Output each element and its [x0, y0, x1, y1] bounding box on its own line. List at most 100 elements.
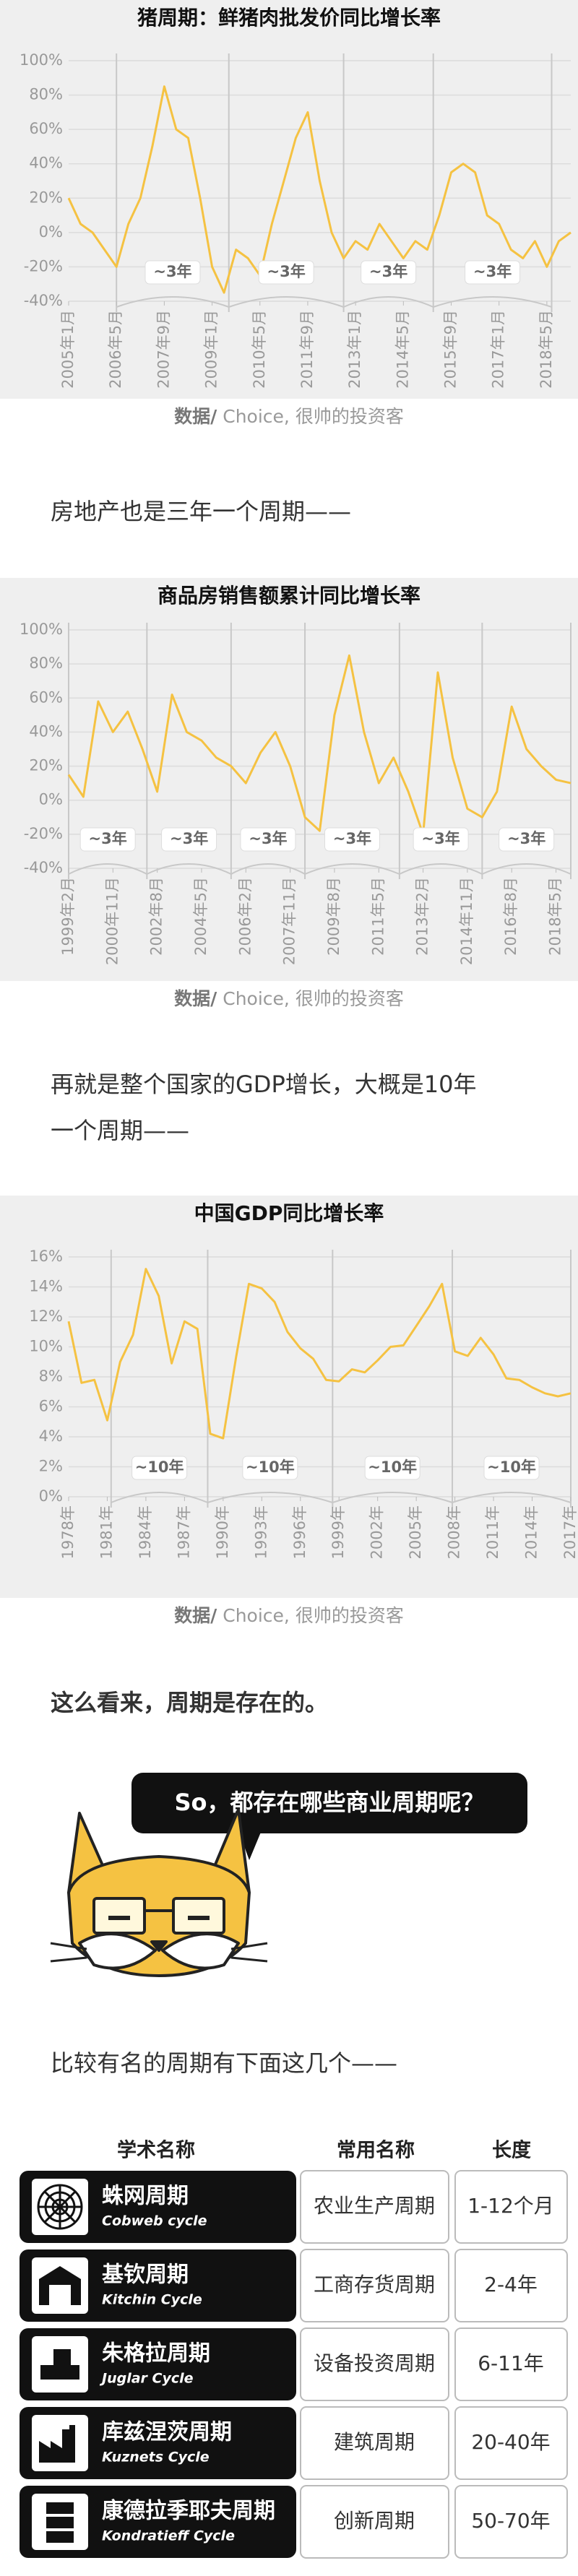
- annotation: ~3年: [170, 830, 208, 847]
- speech-bubble: [131, 1773, 527, 1833]
- x-tick-label: 2004年5月: [192, 877, 210, 956]
- common-name-cell: [300, 2406, 449, 2480]
- icon-factory: [39, 2425, 75, 2463]
- annotation-box: [465, 260, 521, 285]
- y-tick-label: -40%: [24, 859, 63, 876]
- x-tick-label: 2007年11月: [281, 877, 298, 965]
- x-tick-label: 1996年: [291, 1505, 309, 1559]
- x-tick-label: 2013年1月: [346, 310, 363, 389]
- academic-name-cell: [20, 2486, 296, 2558]
- common-name: 农业生产周期: [314, 2194, 435, 2218]
- x-tick-label: 2009年8月: [325, 877, 342, 956]
- length: 50-70年: [471, 2509, 550, 2533]
- x-tick-label: 2006年2月: [236, 877, 254, 956]
- source: 数据/ Choice, 很帅的投资客: [174, 1605, 404, 1626]
- x-tick-label: 2017年: [561, 1505, 578, 1559]
- y-tick-label: 14%: [29, 1278, 63, 1295]
- x-tick-label: 1999年2月: [59, 877, 77, 956]
- icon-server: [46, 2502, 74, 2514]
- x-tick-label: 2000年11月: [103, 877, 121, 965]
- bubble-text: So，都存在哪些商业周期呢？: [174, 1789, 484, 1816]
- x-tick-label: 2011年9月: [298, 310, 316, 389]
- english-name: Juglar Cycle: [99, 2371, 194, 2387]
- y-tick-label: 20%: [29, 757, 63, 774]
- cycle-arc: [116, 296, 230, 308]
- annotation: ~10年: [368, 1458, 417, 1476]
- english-name: Kondratieff Cycle: [102, 2528, 235, 2544]
- cycle-icon: [32, 2494, 88, 2550]
- y-tick-label: 60%: [29, 120, 63, 137]
- y-tick-label: 20%: [29, 189, 63, 206]
- series-line: [67, 654, 571, 836]
- y-tick-label: 40%: [29, 155, 63, 172]
- cycle-arc: [481, 863, 571, 875]
- annotation-box: [242, 1456, 298, 1480]
- annotation: ~3年: [473, 263, 512, 280]
- y-tick-label: 16%: [29, 1248, 63, 1265]
- x-tick-label: 2009年1月: [203, 310, 220, 389]
- y-tick-label: 10%: [29, 1338, 63, 1355]
- series-line: [67, 85, 571, 294]
- cycle-arc: [399, 863, 483, 875]
- length: 20-40年: [471, 2430, 550, 2454]
- y-tick-label: 0%: [39, 791, 63, 808]
- annotation: ~3年: [153, 263, 191, 280]
- annotation: ~10年: [487, 1458, 536, 1476]
- source-label: 数据/: [174, 406, 217, 427]
- length-cell: [454, 2485, 568, 2559]
- x-tick-label: 1999年: [329, 1505, 347, 1559]
- paragraph: 房地产也是三年一个周期——: [51, 498, 351, 525]
- academic-name: 康德拉季耶夫周期: [102, 2499, 275, 2524]
- length: 1-12个月: [467, 2194, 554, 2218]
- annotation: ~3年: [507, 830, 545, 847]
- english-name: Kuznets Cycle: [102, 2450, 210, 2465]
- cycle-arc: [332, 1492, 453, 1503]
- table-header: 长度: [492, 2139, 531, 2162]
- source: 数据/ Choice, 很帅的投资客: [174, 406, 404, 427]
- x-tick-label: 2005年: [407, 1505, 424, 1559]
- y-tick-label: 4%: [39, 1427, 63, 1445]
- length: 6-11年: [478, 2351, 544, 2375]
- x-tick-label: 2002年8月: [148, 877, 165, 956]
- x-tick-label: 2005年1月: [59, 310, 77, 389]
- x-tick-label: 1984年: [137, 1505, 154, 1559]
- annotation-box: [364, 1456, 420, 1480]
- x-tick-label: 2014年5月: [394, 310, 411, 389]
- common-name: 工商存货周期: [314, 2273, 435, 2296]
- length-cell: [454, 2328, 568, 2401]
- chart-panel: [0, 1196, 578, 1598]
- english-name: Cobweb cycle: [102, 2213, 207, 2229]
- academic-name-cell: [20, 2328, 296, 2400]
- annotation-box: [240, 827, 296, 852]
- cycle-icon: [32, 2336, 88, 2393]
- source: 数据/ Choice, 很帅的投资客: [174, 988, 404, 1009]
- annotation-box: [499, 827, 555, 852]
- series-line: [67, 1268, 571, 1440]
- annotation: ~3年: [333, 830, 371, 847]
- y-tick-label: 12%: [29, 1308, 63, 1325]
- paragraph: 一个周期——: [51, 1117, 189, 1144]
- annotation: ~10年: [246, 1458, 295, 1476]
- x-tick-label: 2002年: [368, 1505, 386, 1559]
- y-tick-label: 2%: [39, 1458, 63, 1475]
- y-tick-label: 100%: [20, 621, 63, 638]
- cycle-arc: [452, 1492, 571, 1503]
- cycle-icon: [32, 2179, 88, 2235]
- y-tick-label: -40%: [24, 292, 63, 309]
- cycle-arc: [68, 863, 147, 875]
- x-tick-label: 1987年: [175, 1505, 192, 1559]
- length-cell: [454, 2406, 568, 2480]
- common-name-cell: [300, 2328, 449, 2401]
- academic-name-cell: [20, 2171, 296, 2243]
- cycle-arc: [343, 296, 434, 308]
- cycle-arc: [230, 863, 306, 875]
- x-tick-label: 2014年11月: [458, 877, 475, 965]
- paragraph: 再就是整个国家的GDP增长，大概是10年: [51, 1071, 476, 1098]
- x-tick-label: 1990年: [214, 1505, 231, 1559]
- annotation: ~3年: [267, 263, 306, 280]
- source-text: Choice, 很帅的投资客: [217, 988, 404, 1009]
- chart-title: 商品房销售额累计同比增长率: [158, 584, 420, 608]
- academic-name-cell: [20, 2249, 296, 2322]
- common-name-cell: [300, 2485, 449, 2559]
